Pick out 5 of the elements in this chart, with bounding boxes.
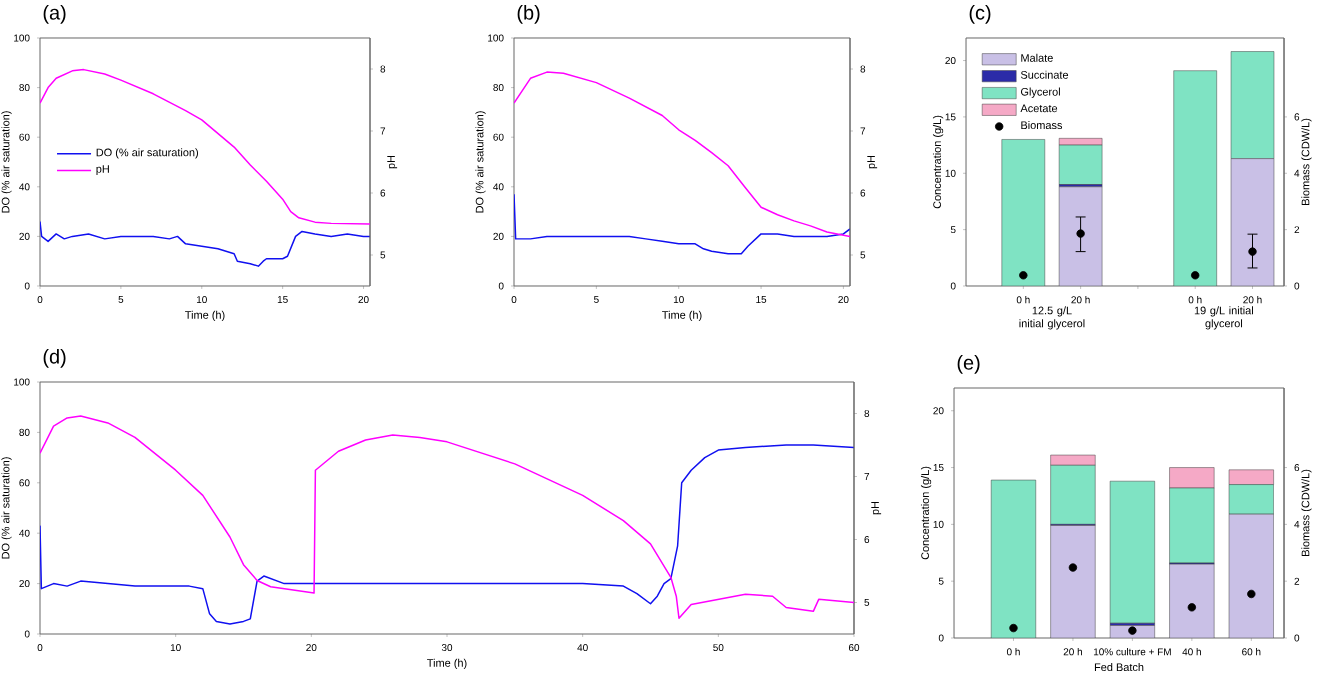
chart-title: (b) [517, 5, 540, 24]
chart-title: (e) [957, 355, 980, 374]
chart-title: (a) [43, 5, 66, 24]
chart-title: (d) [43, 349, 66, 368]
chart-title: (c) [969, 5, 991, 24]
